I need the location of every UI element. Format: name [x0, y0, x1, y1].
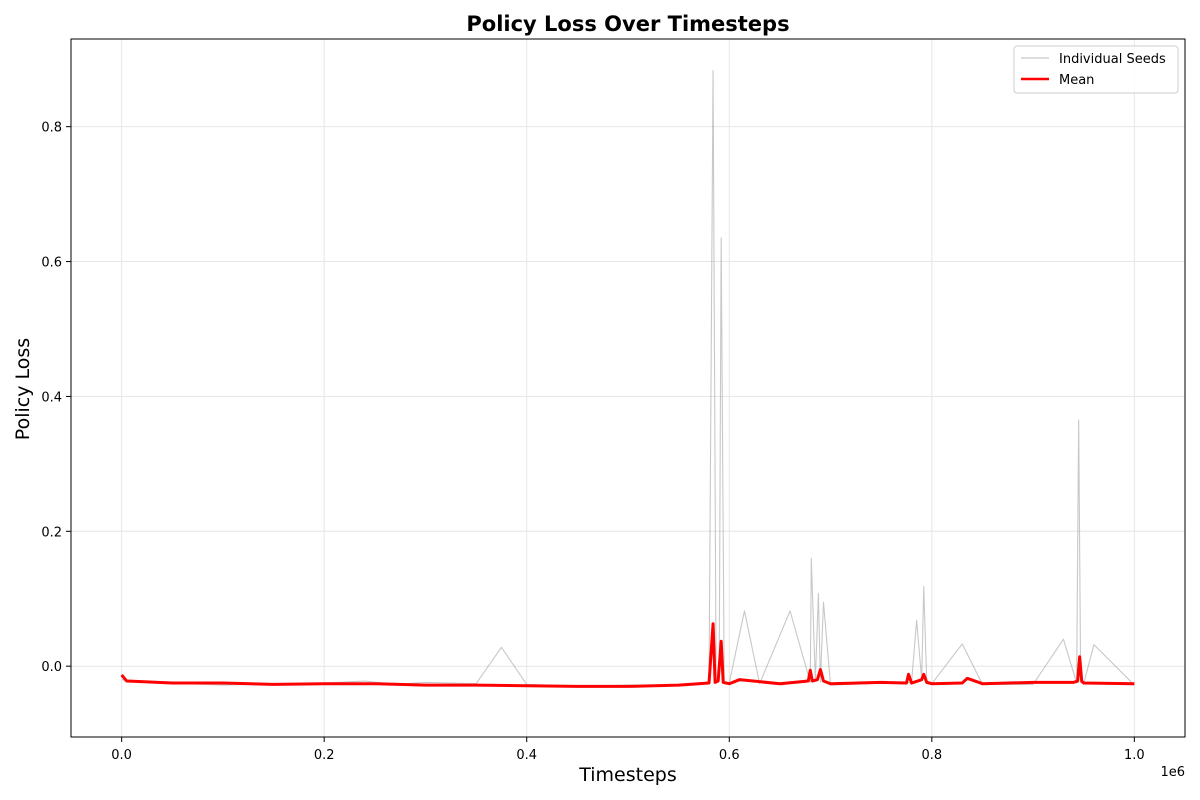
y-tick-label: 0.2: [41, 525, 62, 540]
x-tick-label: 0.6: [719, 748, 740, 763]
legend-box: [1013, 45, 1179, 94]
y-axis-ticks: 0.0 0.2 0.4 0.6 0.8: [41, 121, 71, 675]
x-tick-label: 0.4: [516, 748, 537, 763]
plot-frame: [70, 38, 1186, 738]
legend: Individual Seeds Mean: [1013, 45, 1179, 94]
plot-area: 0.0 0.2 0.4 0.6 0.8 1.0 0.0 0.2 0.4 0.6 0.8: [41, 38, 1186, 763]
x-tick-label: 0.0: [111, 748, 132, 763]
x-tick-label: 1.0: [1124, 748, 1145, 763]
x-axis-label: Timesteps: [578, 764, 677, 786]
y-tick-label: 0.0: [41, 660, 62, 675]
x-tick-label: 0.8: [921, 748, 942, 763]
grid-lines: [71, 39, 1185, 737]
x-axis-offset-label: 1e6: [1160, 765, 1185, 780]
x-axis-ticks: 0.0 0.2 0.4 0.6 0.8 1.0: [111, 737, 1145, 763]
chart-title: Policy Loss Over Timesteps: [466, 12, 789, 36]
series-line-mean: [120, 622, 1135, 688]
x-tick-label: 0.2: [314, 748, 335, 763]
y-tick-label: 0.4: [41, 390, 62, 405]
legend-label-individual-seeds: Individual Seeds: [1059, 52, 1166, 67]
legend-label-mean: Mean: [1059, 73, 1094, 88]
y-tick-label: 0.6: [41, 256, 62, 271]
y-axis-label: Policy Loss: [12, 338, 34, 440]
y-tick-label: 0.8: [41, 121, 62, 136]
series-layer: [120, 70, 1135, 688]
plot-background: [71, 39, 1185, 737]
